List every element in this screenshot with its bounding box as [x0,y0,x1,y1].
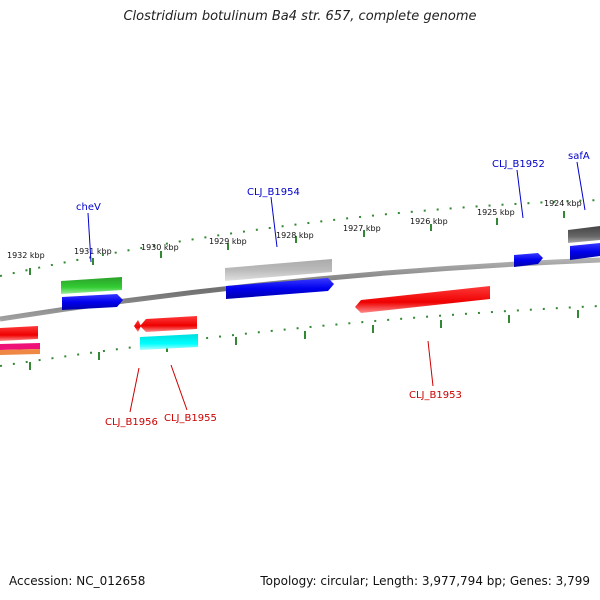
outer-major-ticks [29,211,565,275]
gene-labels: cheV CLJ_B1954 CLJ_B1952 safA CLJ_B1956 … [76,151,590,428]
tick-labels: 1932 kbp 1931 kbp 1930 kbp 1929 kbp 1928… [7,199,582,260]
gene-label-cheV[interactable]: cheV [76,202,101,213]
feature-left-magenta-block[interactable] [0,343,40,350]
feature-cheV-arrow[interactable] [62,294,123,310]
gene-label-CLJ_B1953[interactable]: CLJ_B1953 [409,390,462,401]
gene-label-CLJ_B1954[interactable]: CLJ_B1954 [247,187,300,198]
feature-CLJ_B1952-arrow[interactable] [514,253,543,267]
feature-CLJ_B1956-body[interactable] [140,316,197,332]
tick-label: 1932 kbp [7,251,45,260]
tick-label: 1931 kbp [74,247,112,256]
outer-tick-track [0,199,600,277]
tick-label: 1924 kbp [544,199,582,208]
feature-gray-1954-block[interactable] [225,259,332,281]
tick-label: 1929 kbp [209,237,247,246]
tick-label: 1927 kbp [343,224,381,233]
feature-safA-block[interactable] [570,243,600,260]
tick-label: 1925 kbp [477,208,515,217]
feature-gray-block[interactable] [568,226,600,243]
accession-text: Accession: NC_012658 [9,574,146,588]
map-title: Clostridium botulinum Ba4 str. 657, comp… [123,9,477,24]
feature-CLJ_B1955-block[interactable] [140,334,198,350]
reverse-features[interactable] [0,286,490,355]
genome-summary-text: Topology: circular; Length: 3,977,794 bp… [260,574,590,588]
label-connectors [87,161,586,413]
gene-label-safA[interactable]: safA [568,151,590,162]
feature-CLJ_B1953-arrow[interactable] [355,286,490,313]
feature-left-red-block[interactable] [0,326,38,341]
tick-label: 1926 kbp [410,217,448,226]
feature-left-orange-block[interactable] [0,349,40,355]
feature-CLJ_B1956-arrow[interactable] [134,320,141,332]
gene-label-CLJ_B1955[interactable]: CLJ_B1955 [164,413,217,424]
feature-green-block[interactable] [61,277,122,294]
feature-CLJ_B1954-arrow[interactable] [226,278,334,299]
inner-major-ticks [29,310,579,370]
tick-label: 1928 kbp [276,231,314,240]
tick-label: 1930 kbp [141,243,179,252]
gene-label-CLJ_B1952[interactable]: CLJ_B1952 [492,159,545,170]
gene-label-CLJ_B1956[interactable]: CLJ_B1956 [105,417,158,428]
forward-features[interactable] [61,226,600,310]
